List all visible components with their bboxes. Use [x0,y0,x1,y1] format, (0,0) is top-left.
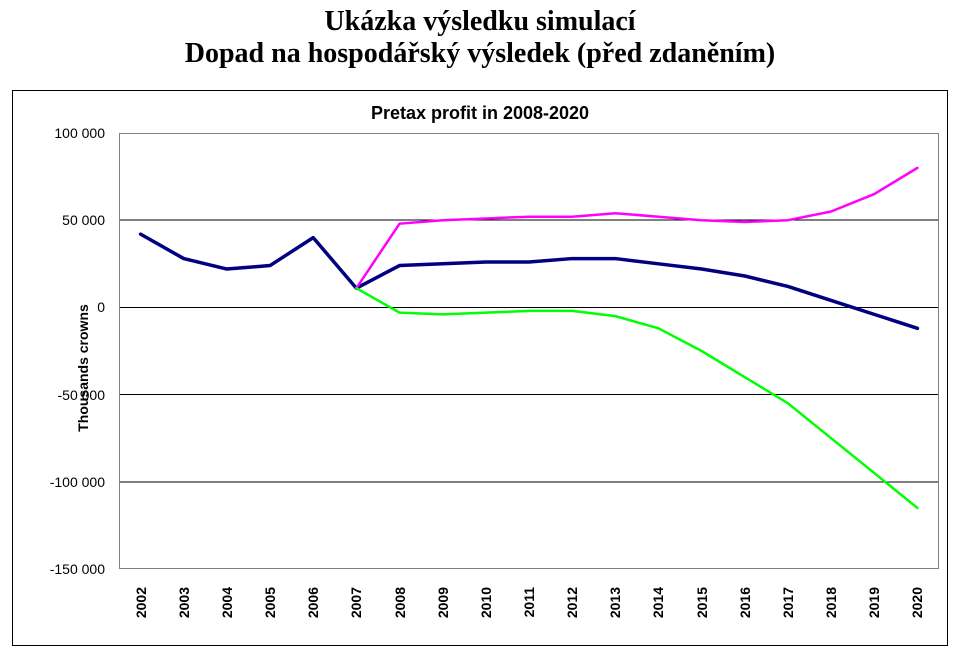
x-tick-label: 2003 [176,587,192,618]
y-tick-label: 0 [13,299,105,315]
x-tick-label: 2020 [909,587,925,618]
page-title-line2: Dopad na hospodářský výsledek (před zdan… [185,38,775,69]
x-tick-label: 2016 [737,587,753,618]
chart-title: Pretax profit in 2008-2020 [13,103,947,124]
plot-area [119,133,939,569]
x-tick-label: 2011 [521,587,537,617]
x-tick-label: 2014 [650,587,666,618]
x-tick-label: 2005 [262,587,278,618]
x-tick-label: 2012 [564,587,580,618]
y-tick-label: 50 000 [13,212,105,228]
x-tick-label: 2010 [478,587,494,618]
page-title: Ukázka výsledku simulací Dopad na hospod… [0,0,960,70]
x-tick-label: 2006 [305,587,321,618]
x-tick-label: 2019 [866,587,882,618]
y-axis-label: Thousands crowns [75,304,91,432]
y-tick-label: -100 000 [13,474,105,490]
y-tick-label: -50 000 [13,387,105,403]
chart-frame: Pretax profit in 2008-2020 Thousands cro… [12,90,948,646]
x-tick-label: 2009 [435,587,451,618]
x-tick-label: 2007 [348,587,364,618]
y-tick-label: -150 000 [13,561,105,577]
y-tick-label: 100 000 [13,125,105,141]
x-tick-label: 2013 [607,587,623,618]
x-tick-label: 2004 [219,587,235,618]
x-tick-label: 2017 [780,587,796,618]
plot-svg [119,133,939,569]
x-tick-label: 2002 [133,587,149,618]
x-tick-label: 2015 [694,587,710,618]
x-tick-label: 2018 [823,587,839,618]
x-tick-label: 2008 [392,587,408,618]
page-title-line1: Ukázka výsledku simulací [324,6,635,37]
